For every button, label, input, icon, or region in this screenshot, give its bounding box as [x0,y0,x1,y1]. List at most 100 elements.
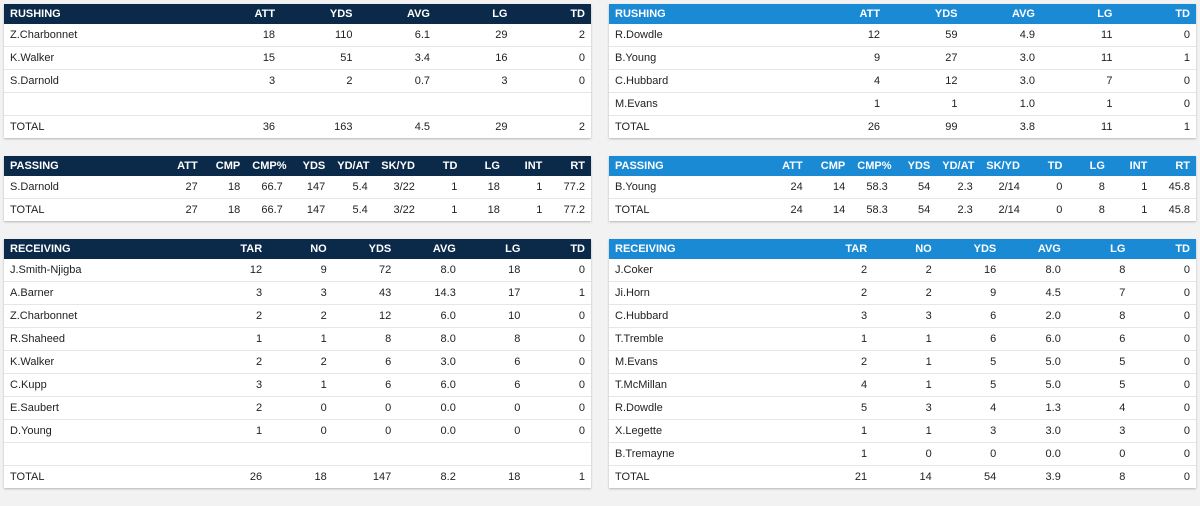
stat-cell: 6.1 [358,24,436,47]
stat-cell: 3.0 [963,46,1041,70]
stat-cell: 18 [314,471,327,483]
stat-cell: 8 [1119,471,1126,483]
column-header: INT [1110,156,1154,176]
stat-cell: 0 [1131,259,1196,282]
stat-cell: 17 [461,281,527,305]
table-row: J.Coker 2 2 16 8.0 8 0 [609,259,1196,282]
stat-cell: 6.0 [397,304,462,328]
stat-cell: 0 [526,396,591,420]
stat-cell: 18 [228,204,241,216]
stat-cell: 8 [332,327,398,351]
stat-cell: 0 [268,419,333,443]
stat-cell [358,92,436,116]
stat-cell: 3 [808,304,874,328]
column-header: ATT [161,156,204,176]
table-row: D.Young 1 0 0 0.0 0 0 [4,419,591,443]
table-row: M.Evans 2 1 5 5.0 5 0 [609,350,1196,374]
stat-cell: 7 [1041,69,1119,93]
stat-cell: 12 [203,259,269,282]
right-rushing-table: RUSHING ATT YDS AVG LG TD R.Dowdle 12 59 4.9 11 0 B.… [609,4,1196,138]
table-row: A.Barner 3 3 43 14.3 17 1 [4,281,591,305]
right-passing-table: PASSING ATT CMP CMP% YDS YD/AT SK/YD TD LG INT RT B… [609,156,1196,221]
stat-cell: 5.0 [1002,373,1067,397]
stat-cell: 163 [334,121,353,133]
stat-cell: 6 [937,304,1003,328]
table-row: R.Dowdle 12 59 4.9 11 0 [609,24,1196,47]
stat-cell: 0 [1131,373,1196,397]
stat-cell: 2/14 [978,176,1026,199]
stat-cell: 5.4 [352,204,368,216]
stat-cell: 3 [436,69,514,93]
stat-cell: 0 [1131,442,1196,466]
stat-cell: 5 [1066,373,1132,397]
column-header: TD [513,4,591,24]
stat-cell: 8 [1098,204,1105,216]
stat-cell: 147 [372,471,392,483]
stat-cell [281,92,359,116]
stat-cell: 5.0 [1002,350,1067,374]
stat-cell [203,442,269,466]
stat-cell: 1 [268,327,333,351]
table-row: E.Saubert 2 0 0 0.0 0 0 [4,396,591,420]
player-name: Ji.Horn [609,281,809,305]
table-row: C.Kupp 3 1 6 6.0 6 0 [4,373,591,397]
stat-cell: 1 [420,176,464,199]
stat-cell: 1 [1183,121,1190,133]
stat-cell: 58.3 [851,176,894,199]
stat-cell [461,442,527,466]
player-name: S.Darnold [4,176,162,199]
stat-cell: 6.0 [397,373,462,397]
stat-cell: 0 [1131,327,1196,351]
stat-cell: 1 [505,176,549,199]
stat-cell: 3 [873,304,938,328]
column-header: SK/YD [373,156,421,176]
stat-cell: 2 [513,24,591,47]
column-header: RT [548,156,591,176]
total-row: TOTAL 36 163 4.5 29 2 [4,116,591,139]
left-receiving-table: RECEIVING TAR NO YDS AVG LG TD J.Smith-Njigba 12… [4,239,591,488]
stat-cell: 4 [1066,396,1132,420]
stat-cell: 2 [808,350,874,374]
player-name: S.Darnold [4,69,204,93]
stat-cell: 0 [513,69,591,93]
stat-cell: 6 [461,373,527,397]
stat-cell: 8 [461,327,527,351]
stat-cell: 2 [281,69,359,93]
stat-cell: 14 [919,471,932,483]
column-header: NO [873,239,938,259]
player-name: R.Shaheed [4,327,204,351]
table-row: Z.Charbonnet 2 2 12 6.0 10 0 [4,304,591,328]
header-row: PASSING ATT CMP CMP% YDS YD/AT SK/YD TD LG INT RT [4,156,591,176]
player-name: TOTAL [615,121,650,133]
table-row: C.Hubbard 3 3 6 2.0 8 0 [609,304,1196,328]
stat-cell: 3.9 [1045,471,1061,483]
stat-cell: 6 [332,350,398,374]
stat-cell: 18 [203,176,247,199]
player-name: J.Smith-Njigba [4,259,204,282]
stat-cell: 0.0 [1002,442,1067,466]
stats-grid: RUSHING ATT YDS AVG LG TD R.Dowdle 12 59 4.9 11 0 B.… [609,4,1196,138]
stat-cell: 0 [1066,442,1132,466]
column-header: TD [1131,239,1196,259]
right-team-stats: RUSHING ATT YDS AVG LG TD R.Dowdle 12 59 4.9 11 0 B.… [609,4,1196,506]
stat-cell: 58.3 [866,204,888,216]
stat-cell: 4 [808,69,887,93]
stat-cell: 1.0 [963,92,1041,116]
header-row: RECEIVING TAR NO YDS AVG LG TD [609,239,1196,259]
stat-cell: 1 [886,92,964,116]
player-name: C.Hubbard [609,69,809,93]
column-header: RT [1153,156,1196,176]
player-name: A.Barner [4,281,204,305]
stat-cell: 54 [893,176,937,199]
column-header: CMP [203,156,247,176]
player-name: J.Coker [609,259,809,282]
stat-cell: 1 [873,327,938,351]
stat-cell: 18 [508,471,521,483]
player-name: M.Evans [609,350,809,374]
stat-cell [203,92,282,116]
stat-cell: 66.7 [246,176,289,199]
stat-cell: 1 [873,350,938,374]
table-row: K.Walker 15 51 3.4 16 0 [4,46,591,70]
stat-cell: 4.5 [414,121,430,133]
total-row: TOTAL 26 18 147 8.2 18 1 [4,466,591,489]
